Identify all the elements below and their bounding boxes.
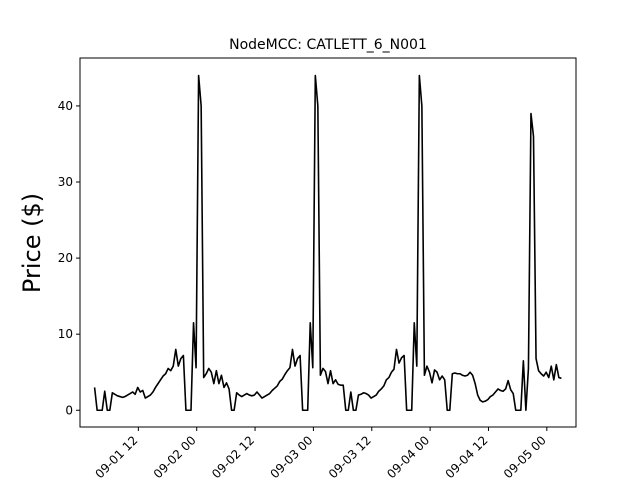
y-axis: 0 10 20 30 40 <box>58 99 80 417</box>
y-tick-label: 10 <box>58 327 73 341</box>
x-tick-label: 09-04 12 <box>443 433 491 480</box>
y-tick-label: 0 <box>65 403 73 417</box>
x-tick-label: 09-02 12 <box>209 433 257 480</box>
y-tick-label: 20 <box>58 251 73 265</box>
x-tick-label: 09-01 12 <box>92 433 140 480</box>
x-tick-label: 09-04 00 <box>384 433 432 480</box>
axes-frame <box>79 57 577 428</box>
y-axis-label: Price ($) <box>18 193 46 293</box>
y-tick-label: 30 <box>58 175 73 189</box>
x-axis: 09-01 12 09-02 00 09-02 12 09-03 00 09-03 12… <box>92 427 549 480</box>
x-tick-label: 09-05 00 <box>501 433 549 480</box>
price-series-line <box>93 74 562 412</box>
chart-title: NodeMCC: CATLETT_6_N001 <box>229 37 427 53</box>
y-tick-label: 40 <box>58 99 73 113</box>
x-tick-label: 09-03 00 <box>267 433 315 480</box>
x-tick-label: 09-02 00 <box>151 433 199 480</box>
x-tick-label: 09-03 12 <box>326 433 374 480</box>
plot-area <box>93 74 562 412</box>
